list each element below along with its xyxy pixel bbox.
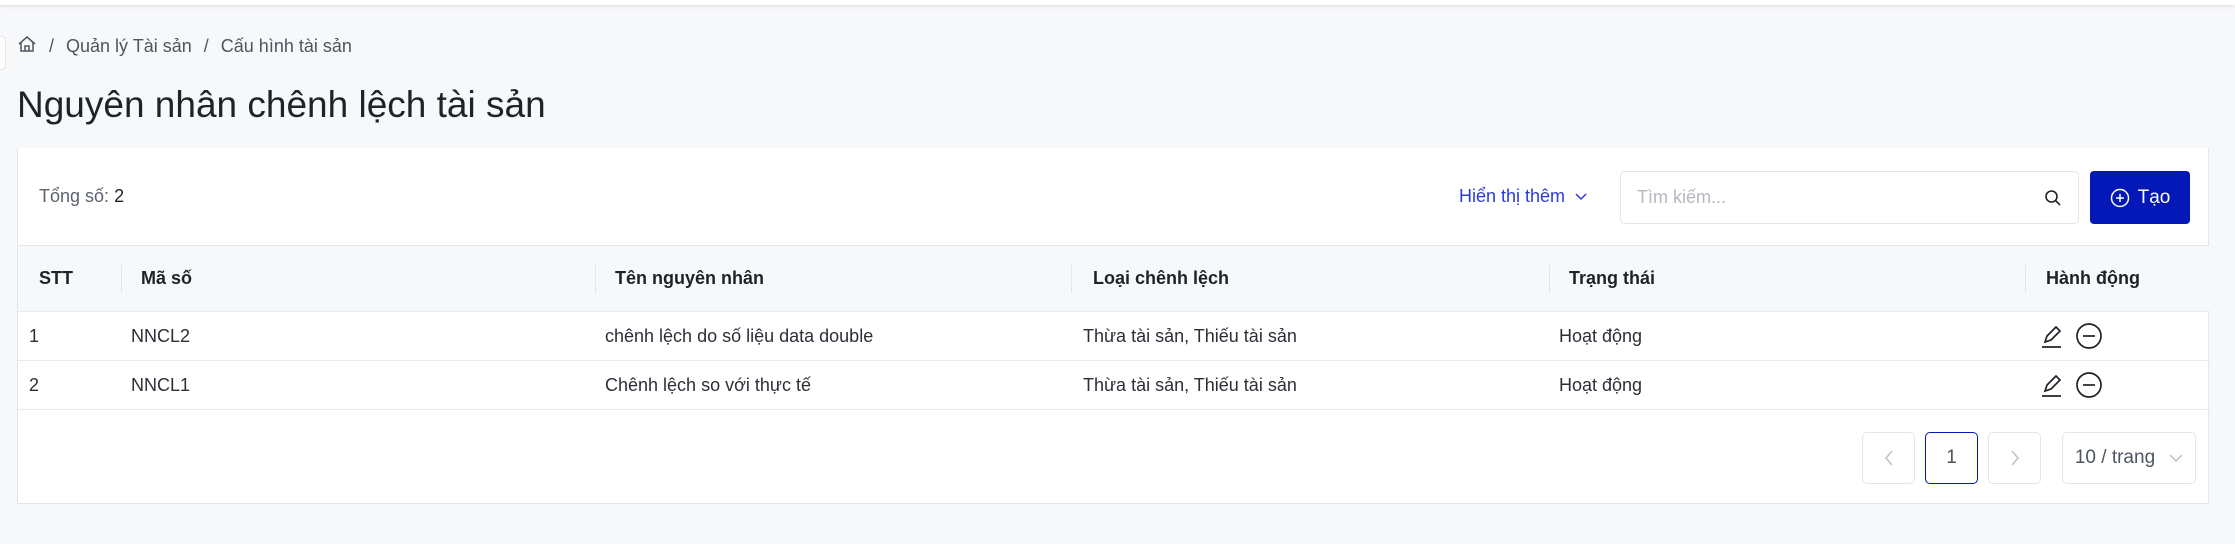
cell-status: Hoạt động xyxy=(1549,311,2025,361)
column-status: Trạng thái xyxy=(1549,245,2025,312)
page-size-value: 10 / trang xyxy=(2074,447,2156,468)
column-type: Loại chênh lệch xyxy=(1071,245,1549,312)
column-type-label: Loại chênh lệch xyxy=(1093,268,1230,288)
cell-type: Thừa tài sản, Thiếu tài sản xyxy=(1071,360,1549,410)
search-input[interactable] xyxy=(1637,187,2044,208)
cell-stt: 1 xyxy=(18,311,121,361)
breadcrumb-asset-management[interactable]: Quản lý Tài sản xyxy=(66,35,192,56)
column-actions: Hành động xyxy=(2025,245,2210,312)
cell-code: NNCL2 xyxy=(121,311,595,361)
cell-name: chênh lệch do số liệu data double xyxy=(595,311,1071,361)
column-stt: STT xyxy=(18,245,121,312)
content-card: Tổng số: 2 Hiển thị thêm Tạo STT Mã số T… xyxy=(17,148,2210,504)
prev-page-button[interactable] xyxy=(1862,432,1915,484)
total-label: Tổng số: xyxy=(39,186,110,206)
total-count: Tổng số: 2 xyxy=(39,186,124,207)
breadcrumb: / Quản lý Tài sản / Cấu hình tài sản xyxy=(17,34,352,58)
cell-code: NNCL1 xyxy=(121,360,595,410)
remove-icon[interactable] xyxy=(2075,371,2103,399)
column-status-label: Trạng thái xyxy=(1569,268,1656,288)
show-more-label: Hiển thị thêm xyxy=(1459,186,1566,206)
column-code-label: Mã số xyxy=(141,268,193,288)
page-size-select[interactable]: 10 / trang xyxy=(2062,432,2196,484)
sidebar-toggle[interactable] xyxy=(0,36,6,70)
create-label: Tạo xyxy=(2137,186,2171,208)
top-bar xyxy=(0,0,2235,5)
data-table: STT Mã số Tên nguyên nhân Loại chênh lệc… xyxy=(18,245,2210,410)
cell-stt: 2 xyxy=(18,360,121,410)
column-actions-label: Hành động xyxy=(2046,268,2140,288)
breadcrumb-separator: / xyxy=(49,35,55,56)
show-more-button[interactable]: Hiển thị thêm xyxy=(1459,186,1587,207)
table-row: 2 NNCL1 Chênh lệch so với thực tế Thừa t… xyxy=(18,360,2210,410)
table-header: STT Mã số Tên nguyên nhân Loại chênh lệc… xyxy=(18,245,2210,312)
home-icon[interactable] xyxy=(17,34,37,59)
chevron-down-icon xyxy=(1575,192,1587,200)
edit-icon[interactable] xyxy=(2039,323,2065,349)
edit-icon[interactable] xyxy=(2039,372,2065,398)
column-name-label: Tên nguyên nhân xyxy=(615,268,765,288)
search-icon[interactable] xyxy=(2044,189,2062,207)
cell-type: Thừa tài sản, Thiếu tài sản xyxy=(1071,311,1549,361)
chevron-down-icon xyxy=(2169,454,2183,462)
search-box xyxy=(1620,171,2079,224)
table-row: 1 NNCL2 chênh lệch do số liệu data doubl… xyxy=(18,311,2210,361)
chevron-left-icon xyxy=(1884,450,1893,466)
breadcrumb-separator: / xyxy=(203,35,209,56)
column-code: Mã số xyxy=(121,245,595,312)
chevron-right-icon xyxy=(2010,450,2019,466)
cell-status: Hoạt động xyxy=(1549,360,2025,410)
cell-name: Chênh lệch so với thực tế xyxy=(595,360,1071,410)
plus-circle-icon xyxy=(2110,188,2129,207)
page-1-button[interactable]: 1 xyxy=(1925,432,1978,484)
next-page-button[interactable] xyxy=(1988,432,2041,484)
page-title: Nguyên nhân chênh lệch tài sản xyxy=(17,84,546,125)
column-name: Tên nguyên nhân xyxy=(595,245,1071,312)
create-button[interactable]: Tạo xyxy=(2090,171,2190,224)
breadcrumb-asset-config[interactable]: Cấu hình tài sản xyxy=(220,35,352,56)
total-value: 2 xyxy=(114,186,125,206)
remove-icon[interactable] xyxy=(2075,322,2103,350)
